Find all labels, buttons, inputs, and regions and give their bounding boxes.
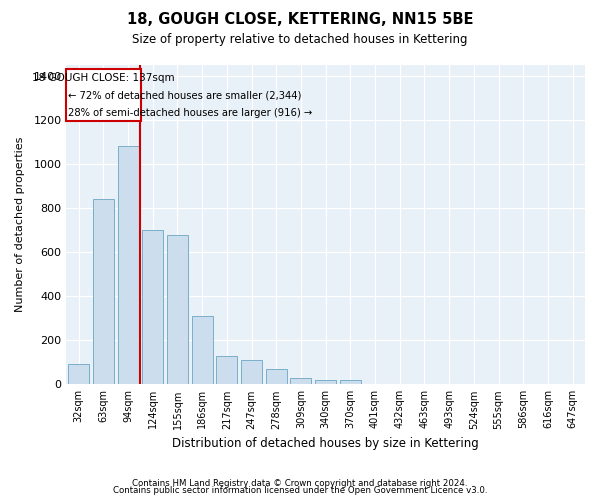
Bar: [191, 316, 212, 384]
Bar: [118, 146, 139, 384]
Text: Size of property relative to detached houses in Kettering: Size of property relative to detached ho…: [132, 32, 468, 46]
X-axis label: Distribution of detached houses by size in Kettering: Distribution of detached houses by size …: [172, 437, 479, 450]
Text: Contains public sector information licensed under the Open Government Licence v3: Contains public sector information licen…: [113, 486, 487, 495]
Bar: [340, 380, 361, 384]
Bar: [266, 369, 287, 384]
Bar: [167, 234, 188, 384]
FancyBboxPatch shape: [67, 70, 141, 121]
Bar: [217, 356, 238, 384]
Bar: [93, 200, 114, 384]
Y-axis label: Number of detached properties: Number of detached properties: [15, 137, 25, 312]
Bar: [68, 364, 89, 384]
Text: 28% of semi-detached houses are larger (916) →: 28% of semi-detached houses are larger (…: [68, 108, 313, 118]
Text: ← 72% of detached houses are smaller (2,344): ← 72% of detached houses are smaller (2,…: [68, 90, 302, 101]
Bar: [142, 230, 163, 384]
Bar: [315, 380, 336, 384]
Text: 18, GOUGH CLOSE, KETTERING, NN15 5BE: 18, GOUGH CLOSE, KETTERING, NN15 5BE: [127, 12, 473, 28]
Bar: [290, 378, 311, 384]
Bar: [241, 360, 262, 384]
Text: 18 GOUGH CLOSE: 137sqm: 18 GOUGH CLOSE: 137sqm: [32, 73, 175, 83]
Text: Contains HM Land Registry data © Crown copyright and database right 2024.: Contains HM Land Registry data © Crown c…: [132, 478, 468, 488]
